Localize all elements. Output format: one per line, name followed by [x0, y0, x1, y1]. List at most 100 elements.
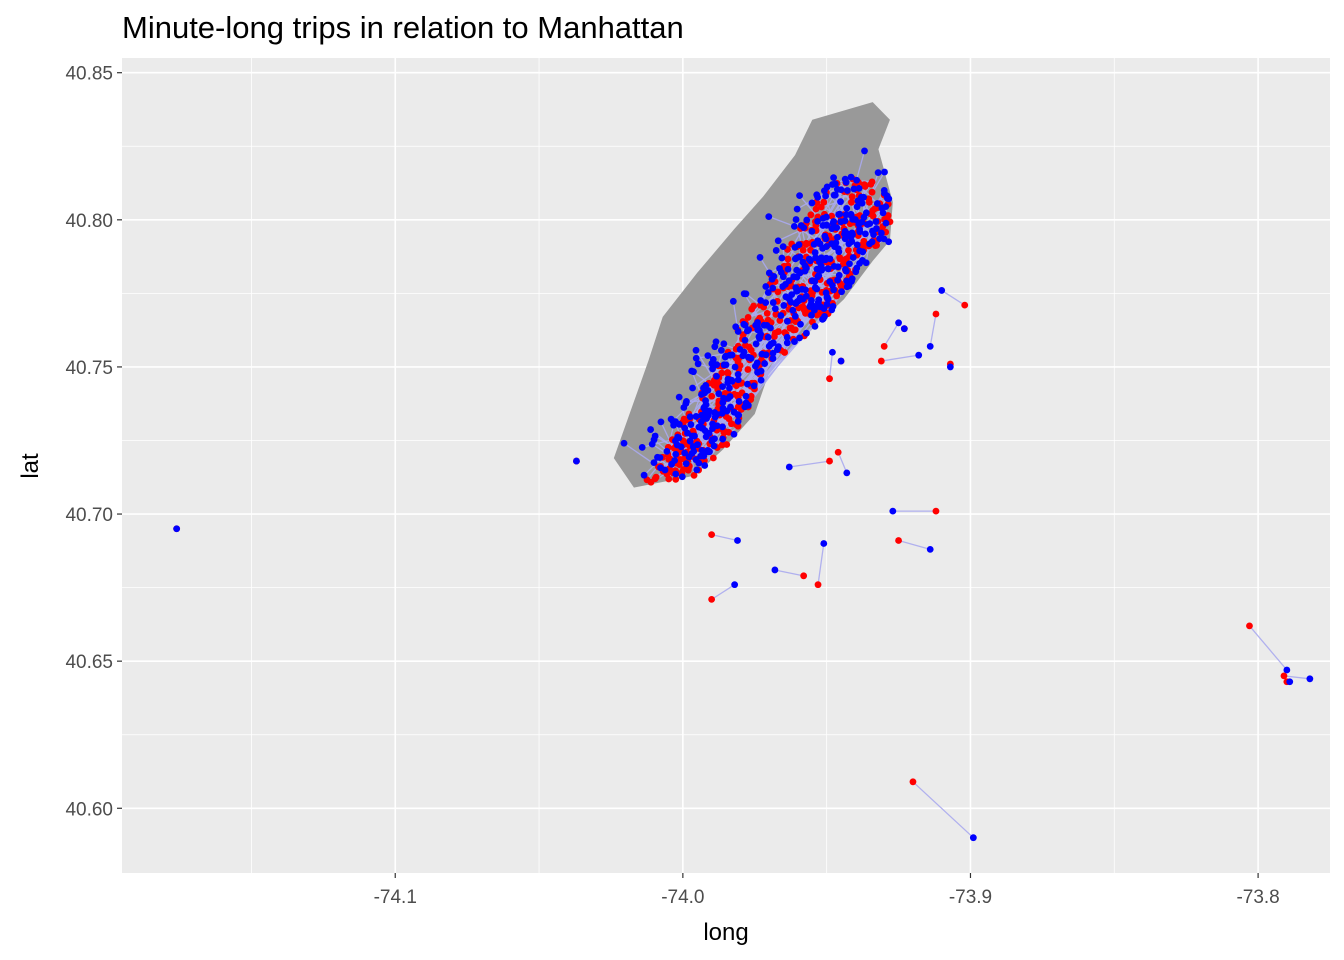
pickup-point [722, 428, 729, 436]
dropoff-point [1306, 675, 1314, 683]
dropoff-point [742, 392, 750, 400]
dropoff-point [880, 186, 888, 194]
dropoff-point [783, 339, 791, 347]
pickup-point [772, 310, 780, 318]
dropoff-point [829, 181, 836, 188]
trip-segment [837, 452, 848, 474]
dropoff-point [681, 449, 689, 457]
dropoff-point [762, 283, 770, 290]
x-tick-label: -73.9 [949, 887, 992, 908]
dropoff-point [808, 199, 816, 207]
dropoff-point [734, 411, 742, 419]
dropoff-point [706, 448, 713, 456]
dropoff-point [730, 430, 738, 438]
dropoff-point [855, 184, 863, 192]
trip-segment [835, 189, 842, 224]
pickup-point [826, 375, 833, 383]
dropoff-point [856, 260, 863, 267]
dropoff-point [814, 298, 822, 306]
dropoff-point [726, 384, 733, 392]
dropoff-point [764, 289, 772, 296]
dropoff-point [648, 440, 656, 448]
dropoff-point [719, 435, 727, 443]
dropoff-point [729, 297, 737, 305]
dropoff-point [837, 198, 844, 206]
dropoff-point [814, 217, 821, 225]
manhattan-shape [613, 102, 893, 488]
dropoff-point [722, 352, 730, 360]
trip-segment [795, 219, 802, 245]
dropoff-point [689, 443, 697, 450]
dropoff-point [791, 338, 798, 345]
dropoff-point [686, 413, 694, 421]
dropoff-point [747, 354, 755, 362]
dropoff-point [861, 147, 868, 155]
dropoff-point [654, 453, 661, 461]
dropoff-point [774, 237, 782, 245]
pickup-point [750, 302, 758, 310]
dropoff-point [774, 343, 782, 351]
dropoff-point [690, 368, 697, 376]
pickup-point [867, 180, 875, 188]
dropoff-point [677, 443, 685, 451]
y-tick-label: 40.60 [65, 799, 113, 820]
dropoff-point [709, 365, 717, 373]
dropoff-point [853, 176, 861, 184]
dropoff-point [713, 372, 720, 380]
dropoff-point [872, 218, 880, 225]
dropoff-points [173, 147, 1314, 842]
dropoff-point [877, 229, 885, 237]
pickup-point [784, 255, 792, 263]
dropoff-point [822, 192, 829, 200]
chart-title: Minute-long trips in relation to Manhatt… [122, 10, 684, 45]
dropoff-point [734, 370, 742, 378]
dropoff-point [853, 203, 861, 211]
dropoff-point [690, 448, 698, 455]
trip-segment [912, 781, 974, 839]
dropoff-point [657, 418, 665, 426]
pickup-point [845, 247, 852, 254]
dropoff-point [672, 450, 680, 458]
x-axis: -74.1 -74.0 -73.9 -73.8 [374, 873, 1280, 908]
dropoff-point [838, 288, 845, 296]
manhattan-polygon [613, 102, 893, 488]
dropoff-point [834, 263, 842, 271]
dropoff-point [701, 462, 709, 469]
dropoff-point [793, 287, 801, 295]
dropoff-point [734, 417, 742, 425]
trip-segment [692, 365, 725, 389]
dropoff-point [741, 336, 749, 344]
dropoff-point [758, 350, 766, 358]
dropoff-point [672, 418, 679, 426]
dropoff-point [926, 342, 934, 350]
dropoff-point [861, 230, 869, 238]
pickup-point [774, 288, 782, 296]
dropoff-point [815, 272, 823, 279]
pickup-point [781, 349, 789, 356]
dropoff-point [787, 298, 795, 306]
dropoff-point [784, 265, 792, 273]
dropoff-point [868, 238, 876, 246]
dropoff-point [829, 282, 836, 289]
dropoff-point [802, 286, 809, 294]
dropoff-point [780, 302, 788, 309]
dropoff-point [674, 433, 682, 441]
dropoff-point [708, 360, 716, 367]
dropoff-point [807, 300, 815, 308]
dropoff-point [742, 399, 750, 407]
dropoff-point [685, 453, 693, 461]
dropoff-point [823, 183, 831, 191]
dropoff-point [772, 247, 780, 254]
trip-segment [941, 289, 966, 306]
dropoff-point [824, 295, 832, 303]
dropoff-point [849, 254, 857, 261]
dropoff-point [789, 306, 797, 314]
pickup-point [847, 198, 855, 206]
trip-segment [828, 352, 834, 379]
dropoff-point [793, 205, 801, 213]
dropoff-point [823, 221, 831, 229]
dropoff-point [900, 325, 908, 333]
pickup-point [812, 205, 820, 213]
dropoff-point [692, 346, 700, 354]
pickup-point [690, 471, 698, 479]
